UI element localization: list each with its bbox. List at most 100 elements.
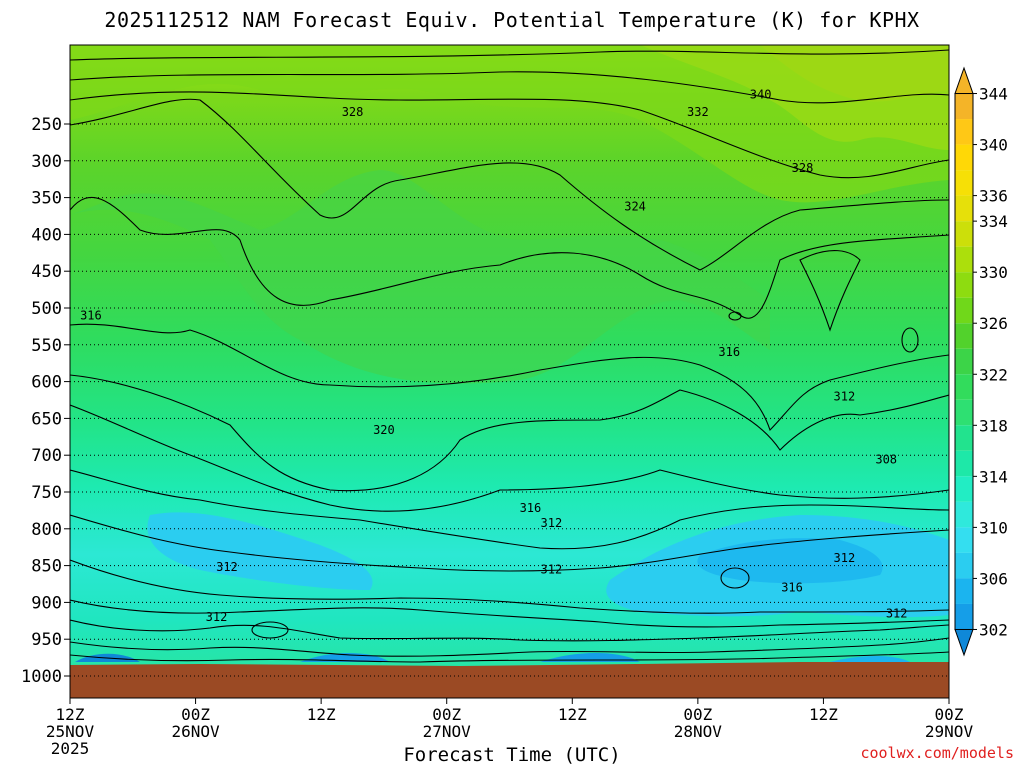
contour-label-text-10: 316 bbox=[520, 501, 542, 515]
colorbar-label-344: 344 bbox=[979, 85, 1008, 104]
contour-label-text-7: 312 bbox=[834, 389, 856, 403]
contour-label-text-11: 312 bbox=[541, 516, 563, 530]
colorbar-seg-320 bbox=[955, 399, 973, 426]
contour-label-2: 332 bbox=[687, 105, 709, 119]
colorbar-label-318: 318 bbox=[979, 416, 1008, 435]
contour-label-0: 340 bbox=[750, 88, 772, 102]
x-tick-label-7: 00Z bbox=[935, 705, 964, 724]
y-axis: 250 300 350 400 450 500 550 600 650 700 750 800 850 9… bbox=[21, 115, 70, 687]
contour-label-text-4: 324 bbox=[624, 199, 646, 213]
theta-e-field bbox=[70, 45, 949, 698]
contour-label-4: 324 bbox=[624, 199, 646, 213]
contour-label-text-6: 316 bbox=[718, 345, 740, 359]
y-tick-label-900: 900 bbox=[31, 593, 62, 613]
y-tick-label-750: 750 bbox=[31, 483, 62, 503]
colorbar-seg-318 bbox=[955, 425, 973, 451]
y-tick-label-700: 700 bbox=[31, 446, 62, 466]
contour-label-1: 328 bbox=[342, 105, 364, 119]
cool-pool-right-inner bbox=[697, 538, 883, 584]
colorbar-seg-334 bbox=[955, 221, 973, 247]
colorbar-seg-310 bbox=[955, 527, 973, 553]
contour-lines bbox=[70, 49, 949, 663]
y-tick-label-350: 350 bbox=[31, 189, 62, 209]
y-tick-label-850: 850 bbox=[31, 557, 62, 577]
y-tick-label-450: 450 bbox=[31, 262, 62, 282]
credit-link[interactable]: coolwx.com/models bbox=[860, 744, 1014, 762]
x-tick-label-1: 00Z bbox=[181, 705, 210, 724]
x-tick-date-0: 25NOV bbox=[46, 722, 95, 741]
colorbar-seg-324 bbox=[955, 348, 973, 375]
colorbar-label-310: 310 bbox=[979, 518, 1008, 537]
colorbar-frame bbox=[954, 93, 974, 630]
colorbar: 302 306 310 314 318 322 326 330 334 336 340 344 bbox=[954, 66, 1008, 657]
colorbar-seg-344 bbox=[955, 93, 973, 120]
contour-label-text-8: 320 bbox=[373, 423, 395, 437]
colorbar-seg-330 bbox=[955, 272, 973, 298]
y-tick-label-600: 600 bbox=[31, 373, 62, 393]
colorbar-seg-304 bbox=[955, 603, 973, 630]
colorbar-label-336: 336 bbox=[979, 187, 1008, 206]
x-tick-label-4: 12Z bbox=[558, 705, 587, 724]
contour-label-6: 316 bbox=[718, 345, 740, 359]
y-tick-label-400: 400 bbox=[31, 225, 62, 245]
x-tick-label-3: 00Z bbox=[432, 705, 461, 724]
y-tick-label-550: 550 bbox=[31, 336, 62, 356]
colorbar-label-340: 340 bbox=[979, 136, 1008, 155]
x-tick-label-5: 00Z bbox=[683, 705, 712, 724]
y-tick-label-500: 500 bbox=[31, 299, 62, 319]
contour-label-text-0: 340 bbox=[750, 88, 772, 102]
contour-label-text-12: 312 bbox=[216, 560, 238, 574]
colorbar-seg-332 bbox=[955, 246, 973, 273]
colorbar-seg-326 bbox=[955, 323, 973, 349]
x-tick-date-7: 29NOV bbox=[925, 722, 974, 741]
colorbar-seg-306 bbox=[955, 578, 973, 604]
contour-label-7: 312 bbox=[834, 389, 856, 403]
contour-label-10: 316 bbox=[520, 501, 542, 515]
contour-label-3: 328 bbox=[792, 161, 814, 175]
contour-label-9: 308 bbox=[875, 453, 897, 467]
colorbar-label-314: 314 bbox=[979, 467, 1008, 486]
colorbar-top-arrow bbox=[954, 66, 974, 95]
x-axis-title: Forecast Time (UTC) bbox=[403, 744, 621, 766]
contour-label-text-15: 316 bbox=[781, 581, 803, 595]
y-tick-label-250: 250 bbox=[31, 115, 62, 135]
colorbar-seg-328 bbox=[955, 297, 973, 324]
colorbar-seg-308 bbox=[955, 552, 973, 579]
x-tick-date-1: 26NOV bbox=[171, 722, 220, 741]
upper-green-band bbox=[70, 45, 949, 203]
x-tick-date-5: 28NOV bbox=[674, 722, 723, 741]
contour-label-5: 316 bbox=[80, 308, 102, 322]
x-tick-label-0: 12Z bbox=[56, 705, 85, 724]
y-tick-label-950: 950 bbox=[31, 630, 62, 650]
pressure-gridlines bbox=[70, 123, 949, 677]
contour-label-17: 312 bbox=[886, 606, 908, 620]
colorbar-label-330: 330 bbox=[979, 263, 1008, 282]
y-tick-label-300: 300 bbox=[31, 152, 62, 172]
colorbar-seg-322 bbox=[955, 374, 973, 400]
colorbar-seg-314 bbox=[955, 476, 973, 502]
x-tick-year-0: 2025 bbox=[51, 739, 90, 758]
contour-label-12: 312 bbox=[216, 560, 238, 574]
plot-frame bbox=[69, 44, 950, 699]
colorbar-label-322: 322 bbox=[979, 365, 1008, 384]
cool-pool-left bbox=[147, 512, 373, 590]
cold-spot-4 bbox=[830, 656, 910, 662]
x-tick-label-2: 12Z bbox=[307, 705, 336, 724]
contour-label-text-13: 312 bbox=[541, 562, 563, 576]
mid-green-dip bbox=[70, 170, 770, 384]
contour-label-13: 312 bbox=[541, 562, 563, 576]
colorbar-label-326: 326 bbox=[979, 314, 1008, 333]
contour-label-16: 312 bbox=[206, 610, 228, 624]
colorbar-label-306: 306 bbox=[979, 569, 1008, 588]
contour-label-text-5: 316 bbox=[80, 308, 102, 322]
contour-label-text-2: 332 bbox=[687, 105, 709, 119]
colorbar-seg-312 bbox=[955, 501, 973, 528]
contour-label-15: 316 bbox=[781, 581, 803, 595]
contour-label-text-14: 312 bbox=[834, 551, 856, 565]
colorbar-seg-340 bbox=[955, 144, 973, 171]
colorbar-label-334: 334 bbox=[979, 212, 1008, 231]
contour-label-text-1: 328 bbox=[342, 105, 364, 119]
